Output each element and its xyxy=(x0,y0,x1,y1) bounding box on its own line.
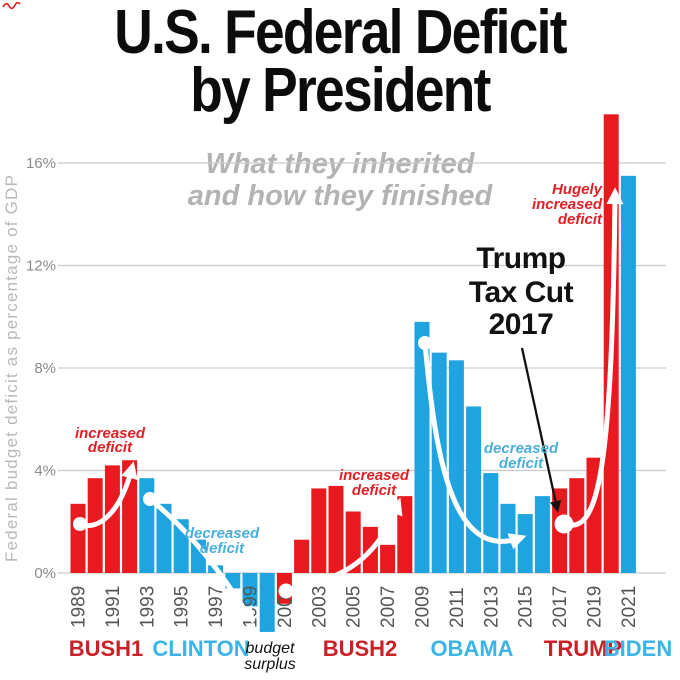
x-tick-2013: 2013 xyxy=(481,586,502,628)
president-label-obama: OBAMA xyxy=(430,636,513,661)
bar-2013 xyxy=(483,473,499,573)
annotation-taxcut-line-2: Tax Cut xyxy=(469,276,574,309)
trend-arrow-clinton-start-dot xyxy=(143,492,157,506)
trend-arrow-trump-start-dot xyxy=(554,514,574,534)
bar-2011 xyxy=(448,360,464,573)
president-label-biden: BIDEN xyxy=(604,636,672,661)
y-tick-0%: 0% xyxy=(34,565,56,582)
y-axis-label: Federal budget deficit as percentage of … xyxy=(2,174,21,562)
bar-2010 xyxy=(431,352,447,573)
trend-arrow-obama xyxy=(422,340,527,550)
bar-2002 xyxy=(294,539,310,573)
y-tick-4%: 4% xyxy=(34,463,56,480)
x-tick-2009: 2009 xyxy=(413,586,434,628)
annotation-inc1-line-1: increased xyxy=(75,425,146,442)
x-tick-2015: 2015 xyxy=(516,586,537,628)
annotation-surplus-line-2: surplus xyxy=(244,656,296,673)
annotation-dec2-line-1: decreased xyxy=(484,440,559,457)
annotation-surplus-line-1: budget xyxy=(246,640,295,657)
y-tick-12%: 12% xyxy=(26,258,56,275)
y-tick-16%: 16% xyxy=(26,155,56,172)
annotation-taxcut-line-3: 2017 xyxy=(489,308,554,341)
x-tick-2019: 2019 xyxy=(585,586,606,628)
bar-2021 xyxy=(620,175,636,573)
trend-arrow-obama-start-dot xyxy=(418,336,432,350)
bar-1999 xyxy=(242,573,258,607)
bar-2007 xyxy=(380,544,396,573)
annotation-dec1-line-2: deficit xyxy=(200,540,245,557)
bar-1989 xyxy=(70,503,86,573)
x-tick-1997: 1997 xyxy=(206,586,227,628)
taxcut-pointer-arrow xyxy=(520,347,562,513)
president-label-bush1: BUSH1 xyxy=(69,636,144,661)
president-label-bush2: BUSH2 xyxy=(323,636,398,661)
trend-arrow-bush1-start-dot xyxy=(73,517,87,531)
president-label-clinton: CLINTON xyxy=(152,636,249,661)
president-label-trump: TRUMP xyxy=(544,636,622,661)
title-line-2: by President xyxy=(190,56,491,126)
bar-2015 xyxy=(517,514,533,573)
annotation-inc2-line-2: deficit xyxy=(352,482,397,499)
x-tick-1989: 1989 xyxy=(69,586,90,628)
y-tick-8%: 8% xyxy=(34,360,56,377)
annotation-taxcut-line-1: Trump xyxy=(476,242,565,275)
bar-2016 xyxy=(534,496,550,573)
annotation-inc2-line-1: increased xyxy=(339,467,410,484)
bar-2005 xyxy=(345,511,361,573)
annotation-inc1-line-2: deficit xyxy=(88,439,133,456)
x-tick-1995: 1995 xyxy=(172,586,193,628)
x-tick-1991: 1991 xyxy=(103,586,124,628)
bar-2009 xyxy=(414,321,430,573)
annotation-dec2-line-2: deficit xyxy=(499,455,544,472)
bar-2000 xyxy=(259,573,275,632)
x-tick-2005: 2005 xyxy=(344,586,365,628)
bar-1991 xyxy=(104,465,120,573)
deficit-bar-chart: 0% 4% 8% 12% 16% Federal budget deficit as pe… xyxy=(2,114,672,673)
x-tick-1993: 1993 xyxy=(137,586,158,628)
annotation-huge-line-1: Hugely xyxy=(552,181,603,198)
bar-2008 xyxy=(397,496,413,573)
trend-arrow-bush2-start-dot xyxy=(278,583,294,599)
x-tick-2011: 2011 xyxy=(447,587,468,628)
title-line-1: U.S. Federal Deficit xyxy=(114,0,567,67)
bar-1994 xyxy=(156,503,172,573)
x-tick-2003: 2003 xyxy=(309,586,330,628)
page-title: U.S. Federal Deficit by President xyxy=(0,0,680,126)
annotation-dec1-line-1: decreased xyxy=(185,525,260,542)
bar-2004 xyxy=(328,485,344,573)
annotation-huge-line-3: deficit xyxy=(558,211,603,228)
trend-arrow-trump xyxy=(561,187,624,528)
corner-scribble-mark xyxy=(2,1,21,10)
x-tick-2021: 2021 xyxy=(619,586,640,628)
x-tick-2017: 2017 xyxy=(550,586,571,628)
x-tick-2007: 2007 xyxy=(378,586,399,628)
annotation-huge-line-2: increased xyxy=(532,196,603,213)
trend-arrow-clinton xyxy=(147,496,254,624)
bar-2012 xyxy=(466,406,482,573)
trend-arrow-bush2 xyxy=(283,497,403,594)
bar-2003 xyxy=(311,488,327,573)
